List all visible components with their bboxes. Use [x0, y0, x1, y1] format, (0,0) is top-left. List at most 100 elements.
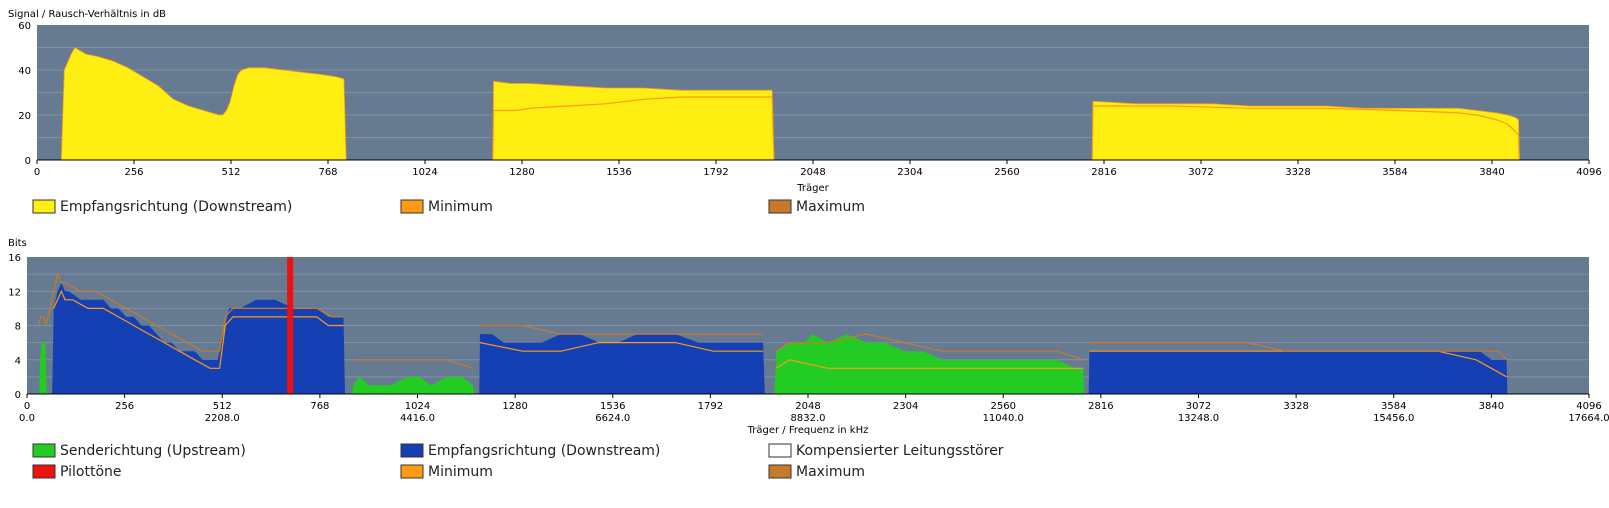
x-tick-label: 1024	[405, 401, 430, 412]
series-0-segment-0-area	[39, 342, 47, 394]
series-1-segment-2-area	[1088, 351, 1508, 394]
snr-y-ticks: 0 20 40 60	[18, 21, 31, 167]
x-tick-label: 3840	[1479, 167, 1504, 178]
series-3-segment-1-line	[355, 359, 474, 369]
x-tick-label: 3072	[1186, 401, 1211, 412]
bits-x-axis-title: Träger / Frequenz in kHz	[747, 425, 869, 436]
x-tick-label: 2304	[893, 401, 918, 412]
series-2-segment-1-line	[479, 342, 763, 352]
series-2-segment-2-line	[775, 359, 1084, 369]
x-tick-label: 0	[34, 167, 40, 178]
x-tick-label: 2816	[1088, 401, 1113, 412]
legend-label: Empfangsrichtung (Downstream)	[428, 443, 660, 459]
legend-swatch	[768, 464, 792, 479]
legend-swatch	[32, 464, 56, 479]
freq-tick-label: 4416.0	[400, 413, 435, 424]
pilot-tone-marker	[287, 257, 294, 394]
freq-tick-label: 13248.0	[1178, 413, 1219, 424]
snr-x-axis-title: Träger	[796, 183, 829, 194]
legend-label: Kompensierter Leitungsstörer	[796, 443, 1004, 459]
x-tick-label: 3584	[1382, 167, 1407, 178]
freq-tick-label: 2208.0	[205, 413, 240, 424]
legend-swatch	[400, 443, 424, 458]
y-tick-label: 40	[18, 66, 31, 77]
series-1-segment-1-area	[479, 334, 765, 394]
freq-tick-label: 8832.0	[791, 413, 826, 424]
legend-label: Empfangsrichtung (Downstream)	[60, 199, 292, 215]
y-tick-label: 4	[15, 356, 21, 367]
series-0-segment-1-area	[351, 376, 475, 394]
series-0-segment-1-area	[492, 80, 775, 161]
snr-legend: Empfangsrichtung (Downstream) Minimum Maxi…	[32, 199, 865, 215]
x-tick-label: 2304	[897, 167, 922, 178]
snr-series	[60, 46, 1520, 161]
freq-tick-label: 6624.0	[595, 413, 630, 424]
legend-swatch	[768, 199, 792, 214]
series-3-segment-4-line	[1089, 342, 1508, 361]
x-tick-label: 3328	[1283, 401, 1308, 412]
x-tick-label: 2560	[994, 167, 1019, 178]
y-tick-label: 60	[18, 21, 31, 32]
freq-tick-label: 15456.0	[1373, 413, 1414, 424]
legend-label: Maximum	[796, 464, 865, 480]
snr-x-ticks: 0 256 512 768 1024 1280 1536 1792 2048 2304 2560 28…	[34, 160, 1602, 178]
x-tick-label: 1280	[502, 401, 527, 412]
bits-x-ticks: 0 256 512 768 1024 1280 1536 1792 2048 2304 2560 28…	[19, 394, 1609, 424]
x-tick-label: 4096	[1576, 401, 1601, 412]
x-tick-label: 256	[124, 167, 143, 178]
legend-label: Minimum	[428, 199, 493, 215]
x-tick-label: 1536	[606, 167, 631, 178]
x-tick-label: 2048	[800, 167, 825, 178]
x-tick-label: 0	[24, 401, 30, 412]
x-tick-label: 256	[115, 401, 134, 412]
x-tick-label: 2560	[991, 401, 1016, 412]
bits-chart: Bits 0 4 8 12 16 0 256 512 768 1024 1280 1536 1792 2…	[8, 238, 1609, 480]
x-tick-label: 3328	[1285, 167, 1310, 178]
x-tick-label: 3584	[1381, 401, 1406, 412]
x-tick-label: 4096	[1576, 167, 1601, 178]
series-0-segment-0-area	[60, 46, 347, 161]
series-1-segment-0-area	[52, 282, 345, 394]
series-1-segment-0-line	[492, 96, 775, 161]
y-tick-label: 12	[8, 287, 21, 298]
bits-y-axis-title: Bits	[8, 238, 27, 249]
x-tick-label: 512	[213, 401, 232, 412]
legend-swatch	[768, 443, 792, 458]
legend-swatch	[400, 464, 424, 479]
series-3-segment-2-line	[480, 324, 763, 335]
x-tick-label: 1792	[703, 167, 728, 178]
y-tick-label: 0	[25, 156, 31, 167]
x-tick-label: 1024	[412, 167, 437, 178]
y-tick-label: 16	[8, 253, 21, 264]
x-tick-label: 1792	[698, 401, 723, 412]
series-1-segment-1-line	[1091, 105, 1520, 161]
x-tick-label: 2048	[795, 401, 820, 412]
series-0-segment-2-area	[1091, 101, 1520, 161]
series-3-segment-3-line	[775, 333, 1084, 361]
snr-chart: Signal / Rausch-Verhältnis in dB 0 20 40 60…	[8, 9, 1602, 215]
freq-tick-label: 17664.0	[1568, 413, 1609, 424]
legend-swatch	[32, 443, 56, 458]
x-tick-label: 512	[221, 167, 240, 178]
x-tick-label: 768	[318, 167, 337, 178]
bits-series	[37, 257, 1508, 394]
legend-label: Maximum	[796, 199, 865, 215]
snr-y-axis-title: Signal / Rausch-Verhältnis in dB	[8, 9, 166, 20]
legend-label: Pilottöne	[60, 464, 122, 480]
freq-tick-label: 11040.0	[983, 413, 1024, 424]
legend-swatch	[32, 199, 56, 214]
x-tick-label: 768	[310, 401, 329, 412]
legend-label: Senderichtung (Upstream)	[60, 443, 246, 459]
bits-legend: Senderichtung (Upstream) Empfangsrichtung…	[32, 443, 1004, 480]
x-tick-label: 2816	[1091, 167, 1116, 178]
legend-swatch	[400, 199, 424, 214]
x-tick-label: 3072	[1188, 167, 1213, 178]
y-tick-label: 20	[18, 111, 31, 122]
series-0-segment-2-area	[774, 334, 1085, 394]
freq-tick-label: 0.0	[19, 413, 35, 424]
series-3-segment-0-line	[37, 272, 344, 352]
x-tick-label: 3840	[1479, 401, 1504, 412]
x-tick-label: 1536	[600, 401, 625, 412]
y-tick-label: 0	[15, 390, 21, 401]
